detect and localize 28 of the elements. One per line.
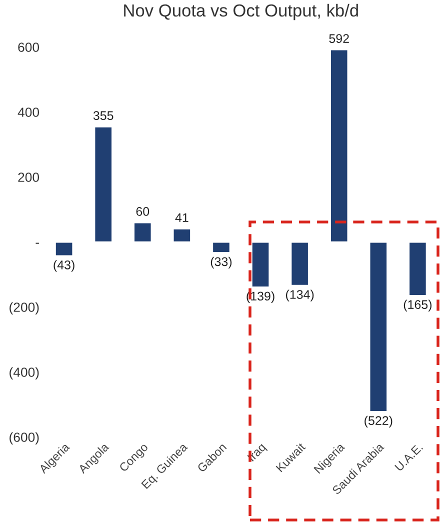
data-label: 60 xyxy=(136,207,150,216)
bar xyxy=(133,222,152,243)
data-label: (139) xyxy=(246,291,274,304)
chart-title: Nov Quota vs Oct Output, kb/d xyxy=(124,4,358,20)
data-label: (134) xyxy=(286,290,314,302)
data-label: 592 xyxy=(329,34,349,43)
data-label: (165) xyxy=(404,300,432,312)
bar xyxy=(290,241,310,286)
bar xyxy=(330,48,349,243)
y-tick-label: (200) xyxy=(10,302,39,315)
data-label: 355 xyxy=(93,111,114,120)
data-label: (33) xyxy=(210,256,232,269)
y-tick-label: 400 xyxy=(18,108,40,117)
bar xyxy=(250,241,270,288)
y-tick-label: (400) xyxy=(10,367,39,380)
bar xyxy=(54,241,74,257)
y-tick-label: 600 xyxy=(18,42,40,52)
y-tick-label: 200 xyxy=(18,172,40,182)
bar xyxy=(172,228,192,243)
data-label: 41 xyxy=(175,213,188,222)
bar xyxy=(94,126,113,243)
y-tick-label: (600) xyxy=(10,432,39,445)
data-label: (522) xyxy=(364,416,392,428)
y-tick-label: - xyxy=(36,242,39,244)
data-label: (43) xyxy=(54,260,74,272)
bar xyxy=(368,241,388,412)
bar xyxy=(408,241,428,296)
bar xyxy=(212,241,231,254)
